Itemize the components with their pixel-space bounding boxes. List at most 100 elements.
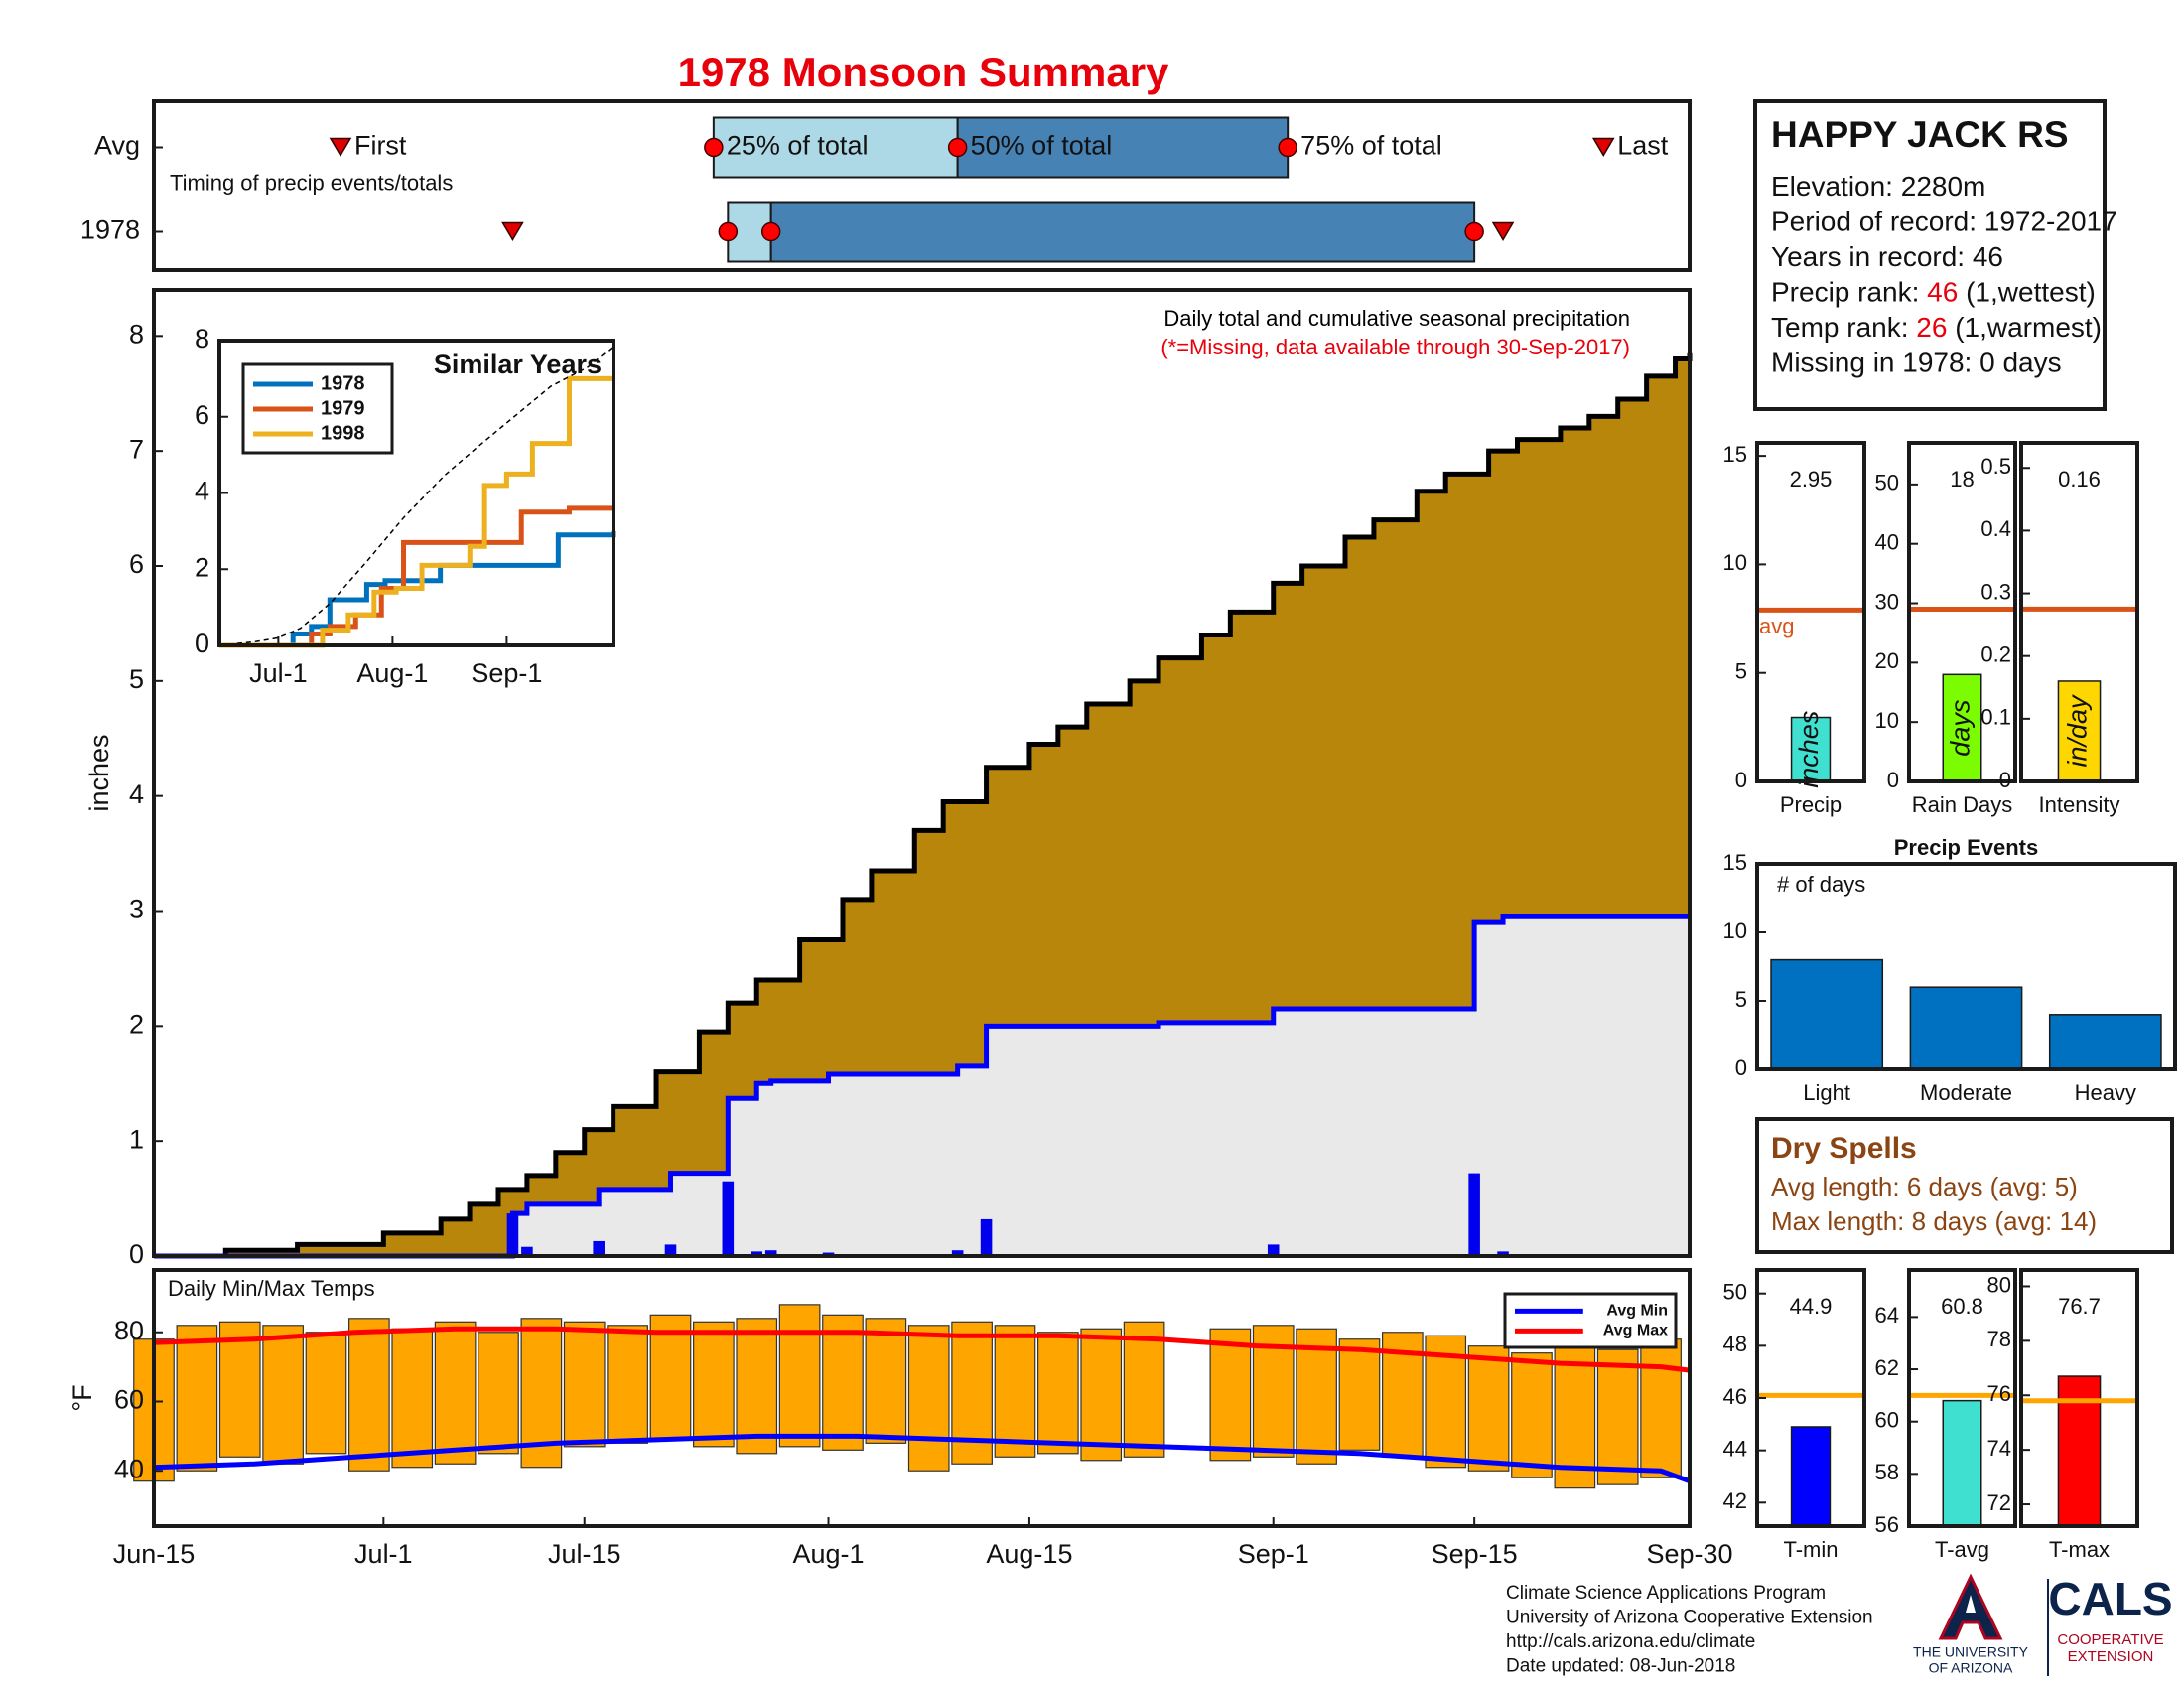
bar: [1942, 1399, 1982, 1527]
percent-dot: [1278, 137, 1297, 158]
bar: [2048, 1014, 2162, 1070]
axes-frame: [1755, 441, 1866, 783]
station-line: Temp rank: 26 (1,warmest): [1771, 312, 2102, 343]
annotation: Daily total and cumulative seasonal prec…: [1163, 306, 1630, 331]
temp-range-bar: [1640, 1338, 1682, 1478]
x-tick-label: Sep-30: [1646, 1539, 1732, 1569]
series-line: [218, 346, 614, 646]
y-tick-label: 60: [114, 1385, 144, 1415]
y-tick-label: 50: [1723, 1280, 1747, 1305]
y-tick-label: 6: [129, 549, 144, 579]
y-tick-label: 80: [114, 1316, 144, 1345]
temp-range-bar: [693, 1321, 735, 1448]
daily-precip-bar: [593, 1240, 605, 1256]
category-label: Heavy: [2075, 1080, 2136, 1105]
station-line: Precip rank: 46 (1,wettest): [1771, 277, 2096, 308]
temp-range-bar: [1596, 1348, 1639, 1485]
y-tick-label: 48: [1723, 1332, 1747, 1356]
y-tick-label: 80: [1987, 1272, 2011, 1297]
axes-frame: [2019, 441, 2139, 783]
legend-label: 1978: [321, 372, 365, 394]
temp-range-bar: [1554, 1345, 1596, 1489]
bar: [1790, 1426, 1832, 1527]
x-tick-label: Sep-1: [1238, 1539, 1309, 1569]
temp-range-bar: [563, 1321, 606, 1448]
legend-label: 1979: [321, 397, 365, 419]
percent-dot: [718, 221, 739, 242]
category-label: T-min: [1784, 1537, 1839, 1562]
x-tick-label: Sep-1: [471, 658, 542, 688]
station-box: [1753, 99, 2107, 411]
bar: [1790, 716, 1832, 782]
x-tick-label: Aug-1: [792, 1539, 864, 1569]
daily-precip-bar: [751, 1251, 763, 1256]
logo-extension: COOPERATIVE: [2057, 1631, 2163, 1648]
y-tick-label: 30: [1875, 589, 1899, 614]
bar: [1770, 958, 1884, 1070]
temp-range-bar: [478, 1332, 519, 1455]
x-tick-label: Jul-15: [548, 1539, 621, 1569]
axes-frame: [152, 1268, 1692, 1528]
temp-range-bar: [391, 1328, 434, 1469]
quartile-bar: [769, 201, 1476, 263]
percent-dot: [704, 137, 724, 158]
y-tick-label: 10: [1723, 918, 1747, 943]
daily-precip-bar: [521, 1246, 533, 1256]
logo-university: THE UNIVERSITY: [1913, 1644, 2029, 1660]
y-tick-label: 15: [1723, 442, 1747, 467]
daily-precip-bar: [764, 1250, 777, 1256]
y-tick-label: 62: [1875, 1355, 1899, 1380]
daily-precip-bar: [1497, 1251, 1509, 1256]
station-text: Precip rank:: [1771, 277, 1927, 308]
y-tick-label: 56: [1875, 1512, 1899, 1537]
y-tick-label: 5: [1735, 987, 1747, 1012]
temp-range-bar: [736, 1318, 778, 1455]
axes-frame: [152, 288, 1692, 1258]
temp-range-bar: [994, 1325, 1036, 1458]
logo-university: OF ARIZONA: [1929, 1660, 2013, 1676]
percent-label: 50% of total: [971, 131, 1113, 161]
station-text: Years in record: 46: [1771, 241, 2003, 272]
x-tick-label: Aug-1: [356, 658, 428, 688]
daily-precip-bar: [951, 1250, 964, 1256]
percent-label: 25% of total: [727, 131, 869, 161]
y-tick-label: 10: [1723, 550, 1747, 575]
daily-precip-bar: [722, 1181, 735, 1256]
x-tick-label: Aug-15: [986, 1539, 1072, 1569]
temp-range-bar: [1123, 1321, 1165, 1458]
logo-cals: CALS: [2048, 1573, 2172, 1624]
y-tick-label: 60: [1875, 1408, 1899, 1433]
x-tick-label: Sep-15: [1432, 1539, 1518, 1569]
y-tick-label: 46: [1723, 1384, 1747, 1409]
temp-range-bar: [1080, 1328, 1123, 1462]
temp-range-bar: [348, 1318, 390, 1472]
bar: [2057, 680, 2102, 782]
value-label: 44.9: [1790, 1294, 1833, 1319]
axes-frame: [152, 99, 1692, 272]
value-label: 76.7: [2058, 1294, 2101, 1319]
y-tick-label: 40: [1875, 530, 1899, 555]
event-marker: [1491, 221, 1515, 241]
dry-spells-line: Avg length: 6 days (avg: 5): [1771, 1172, 2078, 1201]
axes-frame: [1907, 441, 2017, 783]
legend-box: [1503, 1292, 1678, 1349]
y-tick-label: 40: [114, 1454, 144, 1483]
station-line: Missing in 1978: 0 days: [1771, 348, 2062, 378]
dry-spells-box: [1755, 1117, 2174, 1254]
station-text: 46: [1927, 277, 1958, 308]
temp-range-bar: [907, 1325, 950, 1472]
unit-label: in/day: [2063, 694, 2093, 768]
value-label: 2.95: [1790, 467, 1833, 492]
legend-label: 1998: [321, 422, 365, 444]
station-name: HAPPY JACK RS: [1771, 114, 2069, 155]
daily-precip-bar: [664, 1244, 677, 1256]
axes-frame: [1755, 862, 2177, 1071]
y-tick-label: 1: [129, 1124, 144, 1154]
axes-frame: [1907, 1268, 2017, 1528]
page-title: 1978 Monsoon Summary: [678, 49, 1169, 95]
y-tick-label: 0: [1735, 1055, 1747, 1080]
category-label: Moderate: [1920, 1080, 2012, 1105]
daily-precip-bar: [980, 1218, 993, 1256]
logo-a-hole: [1966, 1595, 1976, 1613]
